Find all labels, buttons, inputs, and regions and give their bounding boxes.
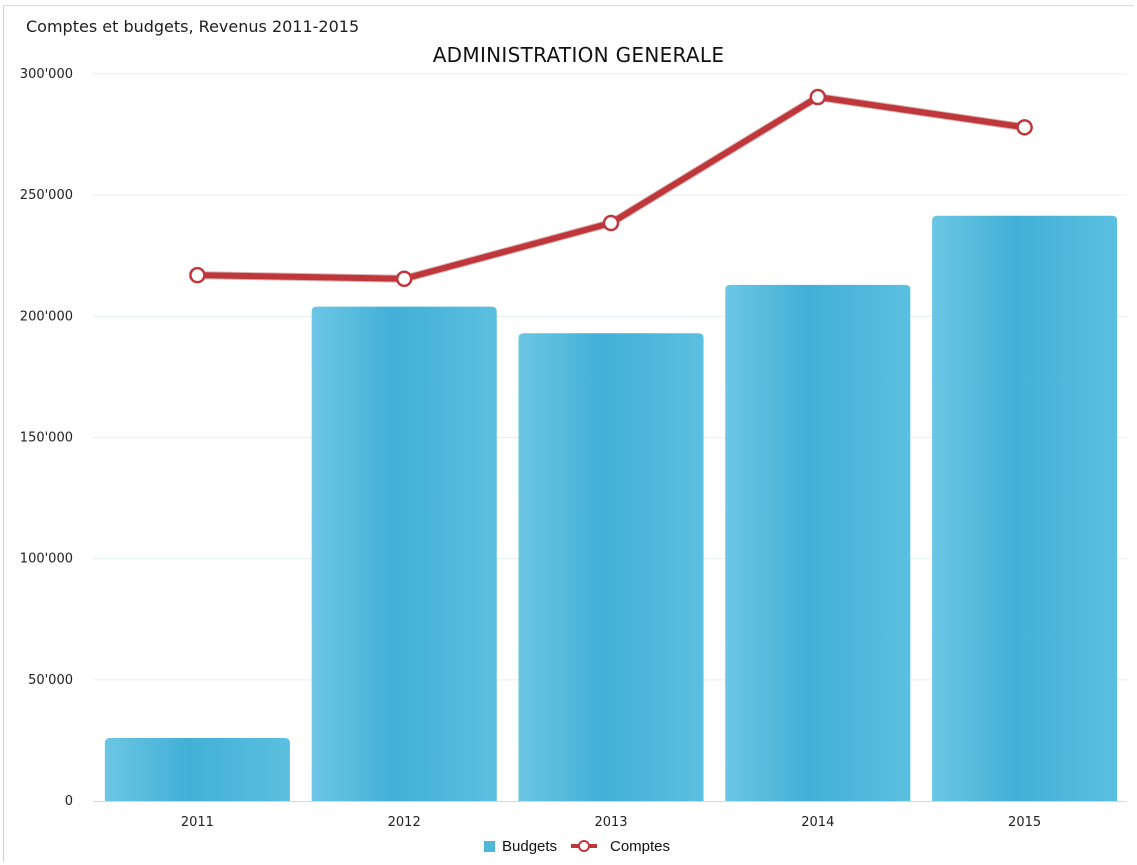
point-comptes-2014 xyxy=(809,88,827,106)
line-comptes xyxy=(194,94,1028,282)
legend-label-comptes: Comptes xyxy=(610,838,670,855)
y-tick-label: 300'000 xyxy=(20,67,73,82)
point-comptes-2012 xyxy=(395,270,413,288)
y-tick-label: 100'000 xyxy=(20,552,73,567)
x-tick-label: 2013 xyxy=(594,815,627,830)
bar-2015 xyxy=(932,215,1118,801)
y-tick-label: 250'000 xyxy=(20,188,73,203)
line-comptes-shadow xyxy=(193,93,1029,283)
legend-marker-comptes xyxy=(578,840,590,852)
axes: 0 50'000 100'000 150'000 200'000 250'000 300'0… xyxy=(20,67,1127,830)
x-tick-label: 2012 xyxy=(388,815,421,830)
x-tick-label: 2011 xyxy=(181,815,214,830)
legend-swatch-budgets xyxy=(484,841,495,852)
y-tick-label: 200'000 xyxy=(20,309,73,324)
line-series xyxy=(189,88,1033,288)
chart-frame xyxy=(3,5,1134,862)
x-tick-label: 2015 xyxy=(1008,815,1041,830)
bar-2013 xyxy=(518,333,704,801)
point-comptes-2015 xyxy=(1016,119,1033,136)
bar-2014 xyxy=(725,284,911,802)
legend-label-budgets: Budgets xyxy=(502,838,557,855)
chart-header: Comptes et budgets, Revenus 2011-2015 xyxy=(26,17,360,36)
y-tick-label: 150'000 xyxy=(20,431,73,446)
x-tick-label: 2014 xyxy=(801,815,834,830)
y-tick-label: 50'000 xyxy=(28,673,73,688)
point-comptes-2013 xyxy=(602,214,620,232)
y-tick-label: 0 xyxy=(65,794,73,809)
chart-title: ADMINISTRATION GENERALE xyxy=(432,43,725,67)
bar-2011 xyxy=(104,737,290,801)
point-comptes-2011 xyxy=(189,266,206,284)
legend: Budgets Comptes xyxy=(484,838,670,855)
bars xyxy=(104,215,1118,802)
bar-2012 xyxy=(311,306,497,801)
